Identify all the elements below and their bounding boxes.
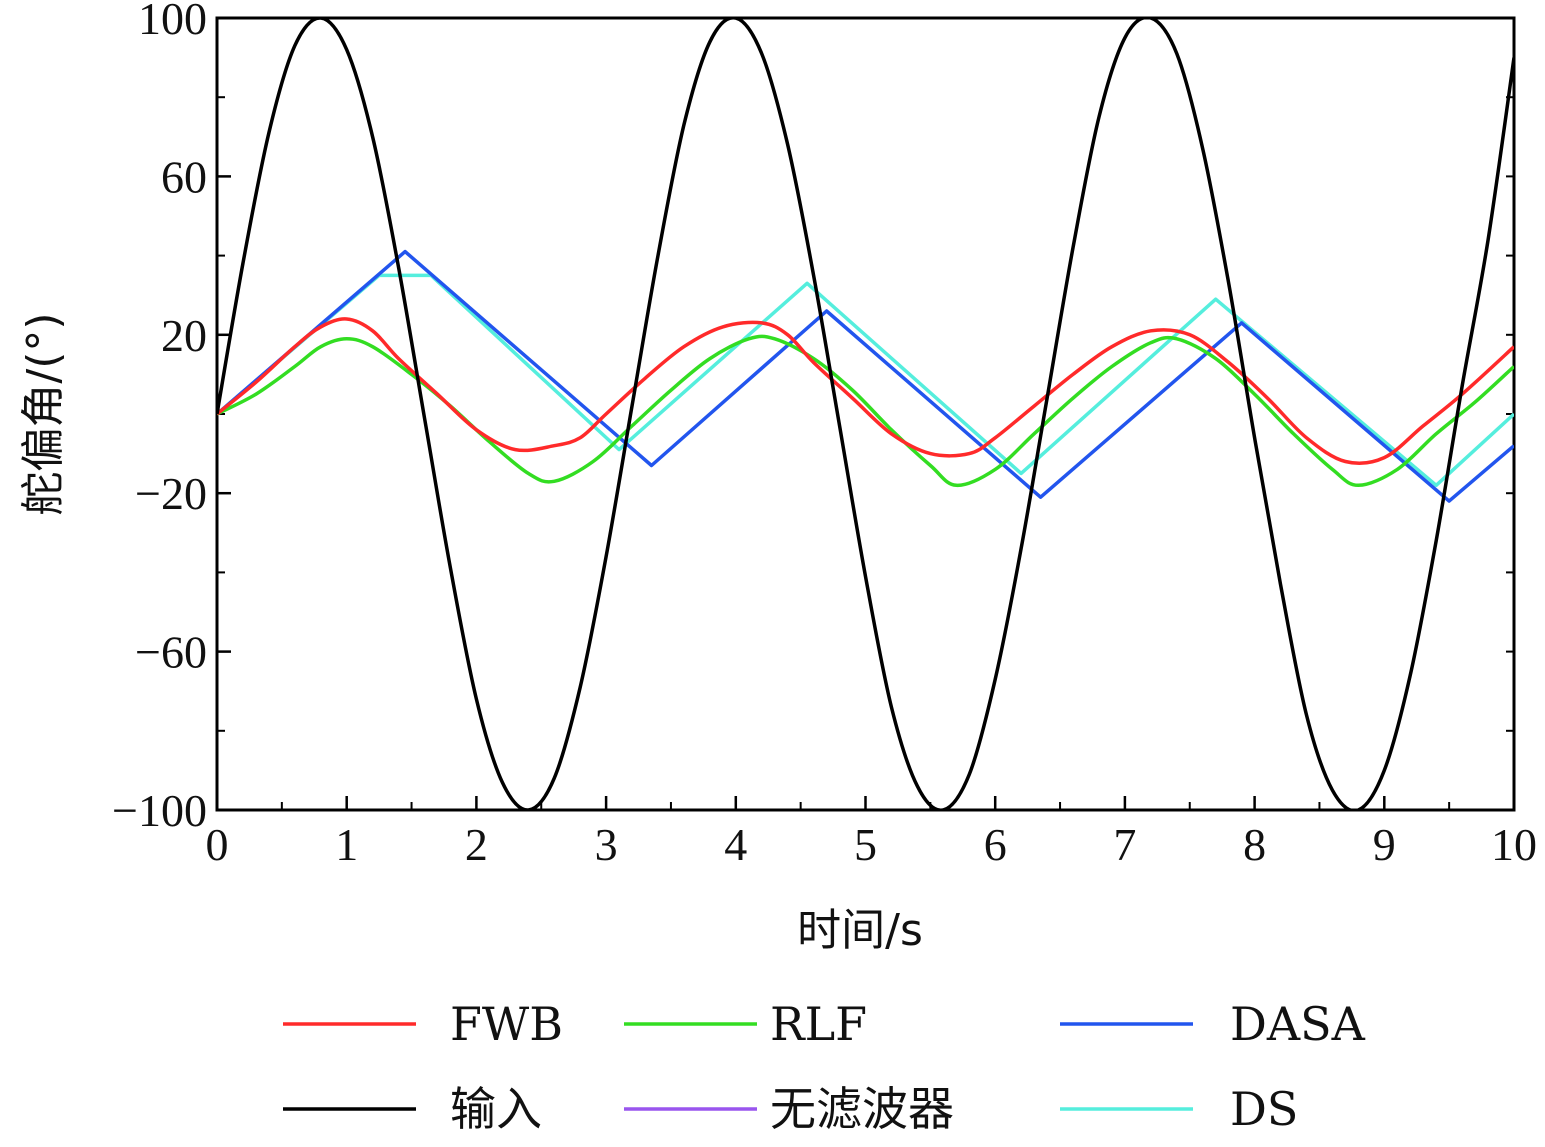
x-tick-label: 6 (984, 819, 1007, 870)
y-tick-label: −100 (112, 785, 207, 836)
y-axis-title: 舵偏角/(°) (18, 312, 69, 515)
x-tick-label: 2 (465, 819, 488, 870)
series-line-input (217, 18, 1514, 810)
legend-label: 无滤波器 (770, 1082, 954, 1136)
y-tick-label: 100 (138, 0, 207, 44)
tick-labels: 0 1 2 3 4 5 6 7 8 9 10 100 60 20 −20 −60 −100 (112, 0, 1537, 870)
series-line-ds (217, 273, 1514, 488)
legend-label: 输入 (450, 1082, 542, 1136)
x-tick-label: 10 (1491, 819, 1537, 870)
x-tick-label: 1 (335, 819, 358, 870)
y-tick-label: −20 (135, 468, 207, 519)
legend: FWB RLF DASA 输入 无滤波器 DS (283, 997, 1366, 1136)
legend-label: RLF (770, 997, 867, 1051)
x-axis-title: 时间/s (797, 905, 923, 956)
x-tick-label: 0 (206, 819, 229, 870)
axis-ticks (215, 16, 1516, 812)
legend-label: FWB (450, 997, 563, 1051)
legend-label: DASA (1230, 997, 1366, 1051)
series-lines (217, 18, 1514, 810)
legend-label: DS (1230, 1082, 1298, 1136)
x-tick-label: 5 (854, 819, 877, 870)
series-line-rlf (217, 334, 1514, 488)
y-tick-label: 60 (161, 151, 207, 202)
x-tick-label: 7 (1113, 819, 1136, 870)
series-line-fwb (217, 317, 1514, 466)
x-tick-label: 9 (1373, 819, 1396, 870)
plot-area (215, 16, 1516, 812)
x-tick-label: 4 (724, 819, 747, 870)
y-tick-label: 20 (161, 310, 207, 361)
y-tick-label: −60 (135, 627, 207, 678)
x-tick-label: 3 (595, 819, 618, 870)
x-tick-label: 8 (1243, 819, 1266, 870)
series-line-dasa (217, 249, 1514, 503)
